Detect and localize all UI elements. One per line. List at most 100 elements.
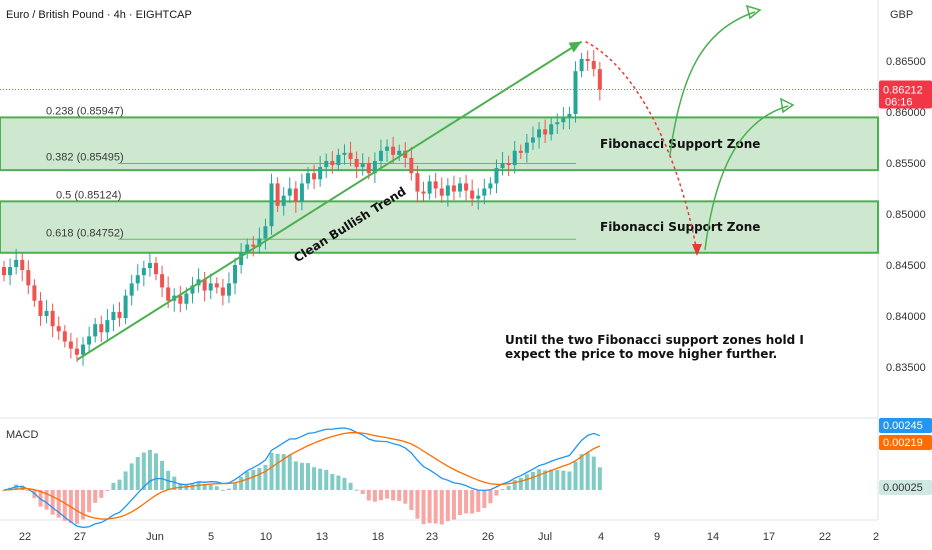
- candle: [233, 265, 238, 284]
- candle: [421, 191, 426, 194]
- macd-histogram-bar: [500, 489, 505, 491]
- trend-arrowhead: [568, 41, 582, 53]
- macd-histogram-bar: [537, 469, 542, 490]
- macd-histogram-bar: [220, 489, 225, 491]
- macd-histogram-bar: [476, 490, 481, 512]
- macd-histogram-bar: [312, 467, 317, 490]
- macd-histogram-bar: [372, 490, 377, 502]
- y-tick-label-4: 0.84500: [886, 260, 926, 272]
- y-tick-label-3: 0.85000: [886, 209, 926, 221]
- candle: [397, 150, 402, 155]
- candle: [306, 173, 310, 184]
- candle: [214, 283, 219, 288]
- candle: [537, 129, 542, 138]
- macd-histogram-bar: [342, 477, 347, 490]
- macd-histogram-bar: [214, 486, 219, 490]
- candle: [245, 244, 250, 253]
- macd-histogram-bar: [591, 456, 596, 490]
- candle: [464, 183, 469, 191]
- candle: [324, 160, 329, 168]
- y-tick-label-2: 0.85500: [886, 158, 926, 170]
- macd-histogram-bar: [512, 480, 517, 490]
- macd-tag-1: [879, 435, 932, 450]
- candle: [202, 279, 207, 291]
- macd-histogram-bar: [239, 476, 244, 490]
- candle: [573, 71, 578, 115]
- candle: [50, 310, 55, 327]
- fib-level-label-3: 0.618 (0.84752): [46, 227, 124, 239]
- candle: [56, 326, 61, 332]
- x-tick-label-11: 9: [654, 531, 660, 543]
- y-tick-label-1: 0.86000: [886, 107, 926, 119]
- candle: [512, 150, 517, 166]
- candle: [451, 185, 456, 192]
- fib-level-label-2: 0.5 (0.85124): [56, 189, 121, 201]
- candle: [530, 137, 535, 143]
- x-tick-label-9: Jul: [538, 531, 552, 543]
- macd-histogram-bar: [445, 490, 450, 522]
- candle: [281, 195, 286, 206]
- macd-tag-value-1: 0.00219: [883, 437, 923, 449]
- macd-histogram-bar: [281, 454, 286, 490]
- macd-histogram-bar: [81, 490, 86, 520]
- candle: [391, 146, 396, 155]
- macd-histogram-bar: [330, 473, 335, 490]
- macd-histogram-bar: [275, 453, 280, 490]
- candle: [427, 181, 432, 194]
- macd-histogram-bar: [233, 483, 238, 490]
- candle: [403, 150, 408, 158]
- candle: [160, 274, 165, 288]
- candle: [597, 69, 602, 90]
- macd-histogram-bar: [129, 463, 134, 490]
- macd-tag-0: [879, 418, 932, 433]
- fib-zone-1: [0, 116, 879, 172]
- candle: [518, 150, 523, 153]
- candle: [44, 310, 49, 316]
- macd-histogram-bar: [324, 469, 329, 490]
- macd-histogram-bar: [427, 490, 432, 524]
- candle: [105, 320, 110, 333]
- x-tick-label-6: 18: [372, 531, 384, 543]
- macd-histogram-bar: [348, 482, 353, 490]
- candle: [147, 262, 152, 269]
- x-tick-label-14: 22: [819, 531, 831, 543]
- macd-histogram-bar: [464, 490, 469, 514]
- scenario-arrowhead-1: [745, 4, 762, 20]
- macd-histogram-bar: [160, 460, 165, 490]
- macd-histogram-bar: [141, 452, 146, 490]
- macd-histogram-bar: [208, 484, 213, 490]
- macd-histogram-bar: [397, 490, 402, 501]
- annotation-line-1: Until the two Fibonacci support zones ho…: [505, 333, 804, 347]
- macd-histogram-bar: [403, 490, 408, 504]
- x-tick-label-13: 17: [763, 531, 775, 543]
- y-tick-label-6: 0.83500: [886, 362, 926, 374]
- macd-histogram-bar: [561, 470, 566, 490]
- macd-histogram-bar: [196, 482, 201, 490]
- macd-histogram-bar: [318, 468, 323, 490]
- trend-line: [76, 40, 583, 361]
- candle: [360, 163, 365, 168]
- candle: [251, 244, 256, 247]
- macd-histogram-bar: [439, 490, 444, 525]
- candle: [336, 154, 341, 166]
- macd-histogram-bar: [269, 452, 274, 490]
- candle: [141, 268, 146, 276]
- macd-histogram-bar: [378, 490, 383, 501]
- x-tick-label-7: 23: [426, 531, 438, 543]
- candle: [567, 114, 572, 119]
- macd-histogram-bar: [147, 449, 152, 490]
- last-price-tag: [879, 80, 932, 109]
- macd-histogram-bar: [26, 490, 31, 491]
- candle: [135, 275, 140, 284]
- candle: [32, 285, 37, 301]
- x-tick-label-0: 22: [19, 531, 31, 543]
- macd-histogram-bar: [50, 490, 55, 515]
- candle: [62, 331, 67, 342]
- signal-line: [3, 431, 601, 520]
- candle: [439, 188, 444, 196]
- macd-histogram-bar: [470, 490, 475, 514]
- macd-histogram-bar: [287, 454, 292, 490]
- macd-histogram-bar: [336, 475, 341, 490]
